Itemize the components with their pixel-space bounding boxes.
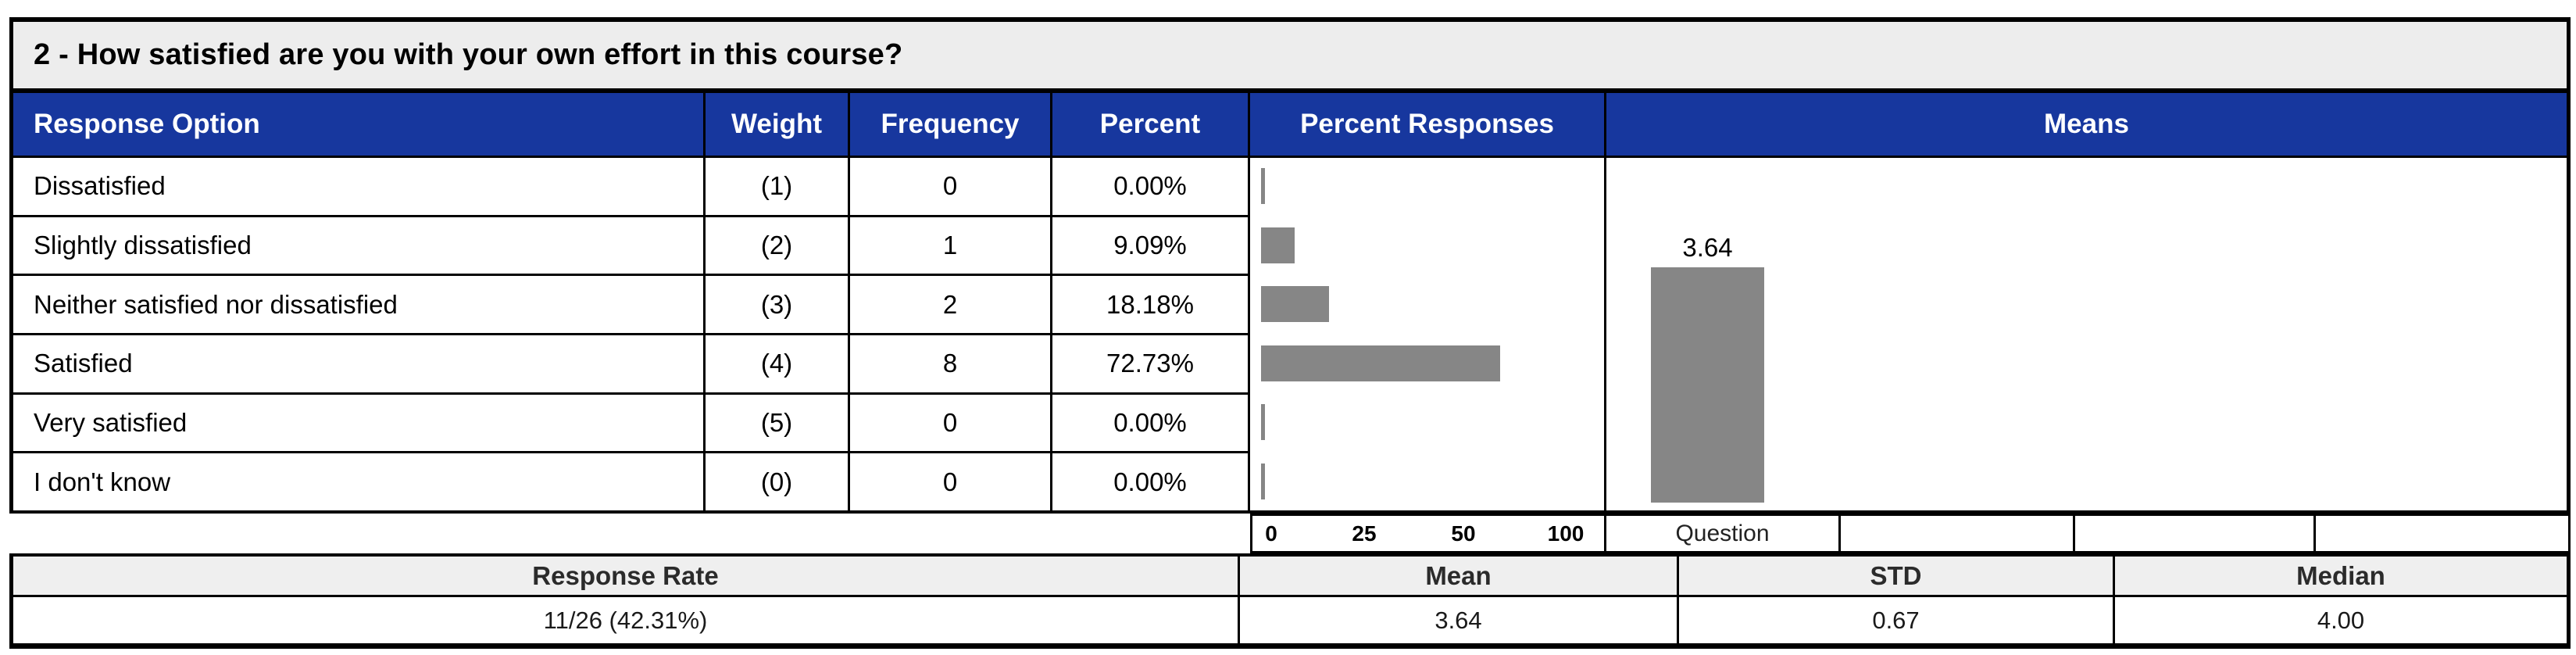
means-empty-cell (2075, 514, 2316, 553)
mean-bar (1651, 267, 1764, 503)
summary-values-row: 11/26 (42.31%) 3.64 0.67 4.00 (9, 597, 2571, 649)
percent-response-bar (1261, 404, 1265, 440)
chart-axis-row: 0 25 50 100 Question (1250, 514, 2571, 553)
column-response-option: Dissatisfied Slightly dissatisfied Neith… (13, 158, 706, 511)
percent-response-bar (1261, 345, 1500, 381)
cell-frequency: 1 (850, 217, 1050, 277)
cell-weight: (1) (706, 158, 848, 217)
header-response-option: Response Option (13, 93, 706, 156)
means-category-label: Question (1606, 514, 1841, 553)
axis-tick-100: 100 (1547, 521, 1585, 546)
summary-median-value: 4.00 (2317, 606, 2365, 634)
cell-weight: (4) (706, 335, 848, 395)
cell-percent: 0.00% (1052, 158, 1248, 217)
percent-response-bar (1261, 227, 1295, 263)
cell-frequency: 0 (850, 453, 1050, 511)
column-frequency: 0 1 2 8 0 0 (850, 158, 1052, 511)
column-weight: (1) (2) (3) (4) (5) (0) (706, 158, 850, 511)
percent-response-bar (1261, 168, 1265, 204)
cell-response-option: Very satisfied (13, 394, 703, 454)
summary-std-value: 0.67 (1679, 597, 2115, 643)
cell-response-option: Neither satisfied nor dissatisfied (13, 276, 703, 336)
cell-response-option: Dissatisfied (13, 158, 703, 217)
cell-percent: 72.73% (1052, 335, 1248, 395)
means-empty-cell (2316, 514, 2571, 553)
summary-header-median: Median (2296, 560, 2385, 590)
summary-header-mean: Mean (1240, 557, 1679, 595)
axis-tick-25: 25 (1352, 521, 1377, 546)
cell-percent: 18.18% (1052, 276, 1248, 336)
header-weight: Weight (706, 93, 850, 156)
mean-bar-value-label: 3.64 (1682, 233, 1733, 262)
table-header-row: Response Option Weight Frequency Percent… (9, 91, 2571, 158)
cell-frequency: 8 (850, 335, 1050, 395)
cell-percent: 9.09% (1052, 217, 1248, 277)
table-body: Dissatisfied Slightly dissatisfied Neith… (9, 158, 2571, 514)
cell-response-option: I don't know (13, 453, 703, 511)
column-percent: 0.00% 9.09% 18.18% 72.73% 0.00% 0.00% (1052, 158, 1250, 511)
header-means: Means (2044, 109, 2129, 139)
summary-mean-value: 3.64 (1240, 597, 1679, 643)
summary-header-row: Response Rate Mean STD Median (9, 553, 2571, 597)
summary-response-rate-value: 11/26 (42.31%) (13, 597, 1240, 643)
cell-frequency: 0 (850, 158, 1050, 217)
question-title-band: 2 - How satisfied are you with your own … (9, 17, 2571, 91)
cell-response-option: Slightly dissatisfied (13, 217, 703, 277)
cell-weight: (3) (706, 276, 848, 336)
axis-tick-0: 0 (1265, 521, 1277, 546)
header-frequency: Frequency (850, 93, 1052, 156)
header-percent: Percent (1052, 93, 1250, 156)
cell-percent: 0.00% (1052, 394, 1248, 454)
cell-weight: (0) (706, 453, 848, 511)
question-title: 2 - How satisfied are you with your own … (34, 38, 903, 71)
cell-response-option: Satisfied (13, 335, 703, 395)
summary-header-response-rate: Response Rate (13, 557, 1240, 595)
header-percent-responses: Percent Responses (1250, 93, 1606, 156)
cell-weight: (2) (706, 217, 848, 277)
cell-frequency: 0 (850, 394, 1050, 454)
axis-tick-50: 50 (1451, 521, 1476, 546)
cell-percent: 0.00% (1052, 453, 1248, 511)
means-empty-cell (1841, 514, 2075, 553)
cell-weight: (5) (706, 394, 848, 454)
cell-frequency: 2 (850, 276, 1050, 336)
percent-responses-chart (1250, 158, 1606, 510)
summary-header-std: STD (1679, 557, 2115, 595)
means-chart: 3.64 (1606, 158, 2567, 510)
percent-axis: 0 25 50 100 (1250, 514, 1606, 553)
percent-response-bar (1261, 286, 1329, 322)
percent-response-bar (1261, 464, 1265, 499)
